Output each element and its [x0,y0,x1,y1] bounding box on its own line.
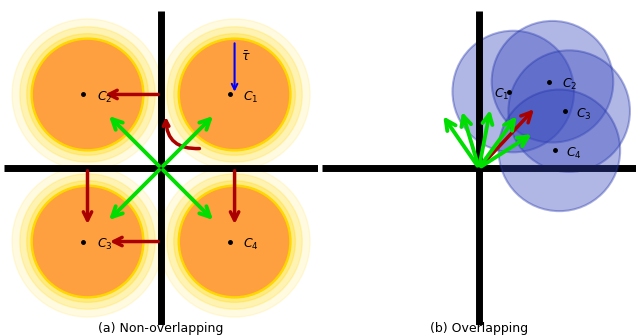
Circle shape [31,185,144,298]
Circle shape [12,166,163,317]
Circle shape [31,38,144,151]
Text: $\mathit{C}_{1}$: $\mathit{C}_{1}$ [243,90,259,105]
Circle shape [33,187,141,295]
Circle shape [492,21,613,142]
Circle shape [159,166,310,317]
Circle shape [174,34,296,155]
Circle shape [178,185,291,298]
Circle shape [33,41,141,149]
Circle shape [452,31,574,152]
Circle shape [499,90,620,211]
Circle shape [174,181,296,302]
Text: (a) Non-overlapping: (a) Non-overlapping [99,322,224,335]
Text: $\mathit{C}_{1}$: $\mathit{C}_{1}$ [493,87,509,102]
Text: (b) Overlapping: (b) Overlapping [430,322,528,335]
Circle shape [508,50,630,172]
Circle shape [20,27,155,162]
Text: $\bar{\tau}$: $\bar{\tau}$ [241,50,251,64]
Circle shape [167,27,302,162]
Text: $\mathit{C}_{3}$: $\mathit{C}_{3}$ [576,107,591,122]
Text: $\mathit{C}_{3}$: $\mathit{C}_{3}$ [97,237,113,252]
Circle shape [12,19,163,170]
Text: $\mathit{C}_{4}$: $\mathit{C}_{4}$ [566,146,582,161]
Circle shape [27,34,148,155]
Circle shape [178,38,291,151]
Text: $\mathit{C}_{2}$: $\mathit{C}_{2}$ [97,90,113,105]
Text: $\mathit{C}_{2}$: $\mathit{C}_{2}$ [563,77,578,92]
Circle shape [27,181,148,302]
Text: $\mathit{C}_{4}$: $\mathit{C}_{4}$ [243,237,259,252]
Circle shape [159,19,310,170]
Circle shape [20,174,155,309]
Circle shape [180,41,289,149]
Circle shape [180,187,289,295]
Circle shape [167,174,302,309]
